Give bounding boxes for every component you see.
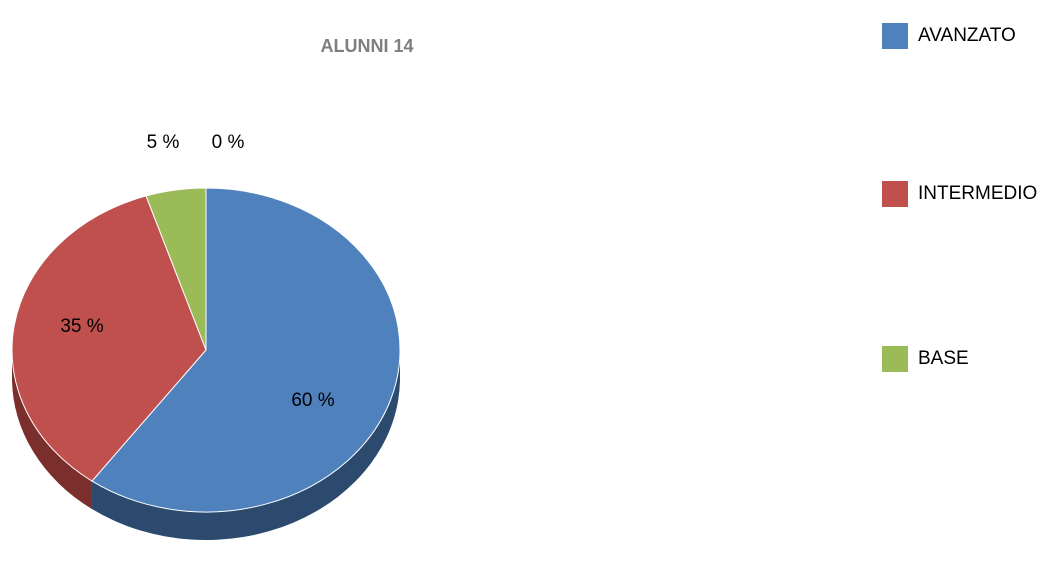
legend-swatch-base: [882, 346, 908, 372]
legend-swatch-intermedio: [882, 181, 908, 207]
pie-side-intermedio: [12, 350, 92, 510]
data-label: 35 %: [60, 316, 103, 337]
legend-swatch-avanzato: [882, 23, 908, 49]
pie-slice-base: [145, 187, 207, 351]
legend-label-intermedio: INTERMEDIO: [918, 183, 1037, 204]
data-label: 5 %: [147, 132, 180, 153]
data-label: 60 %: [291, 390, 334, 411]
pie-slice-intermedio: [11, 195, 207, 482]
data-label: 0 %: [212, 132, 245, 153]
data-labels: 60 % 35 % 5 % 0 %: [60, 132, 334, 411]
chart-title: ALUNNI 14: [320, 36, 413, 56]
pie-3d-sides: [12, 350, 400, 540]
legend: AVANZATO INTERMEDIO BASE: [882, 23, 1037, 372]
pie-slices: [11, 187, 401, 513]
pie-side-avanzato: [91, 350, 400, 540]
legend-label-base: BASE: [918, 348, 969, 369]
pie-slice-avanzato: [91, 187, 401, 513]
legend-label-avanzato: AVANZATO: [918, 25, 1016, 46]
